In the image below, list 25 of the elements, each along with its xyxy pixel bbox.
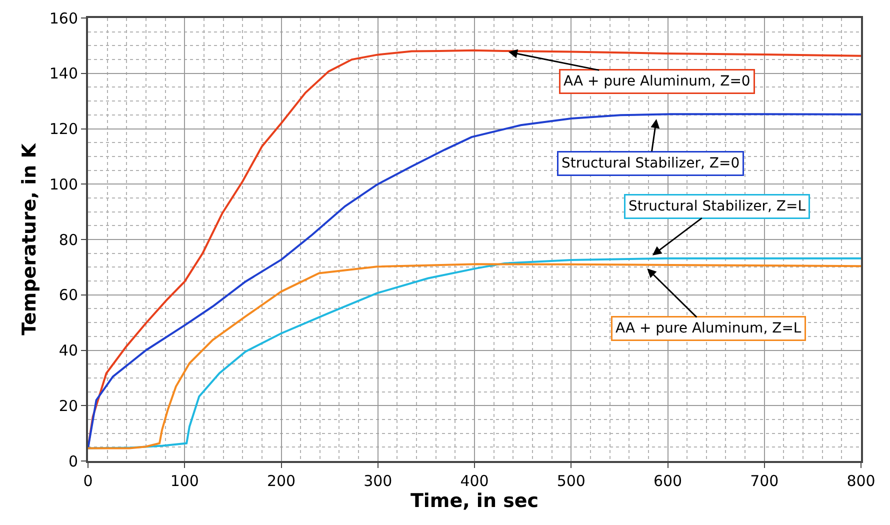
x-tick-label: 400: [460, 472, 489, 490]
x-tick-label: 100: [170, 472, 199, 490]
y-tick-label: 80: [58, 230, 78, 249]
y-axis-title: Temperature, in K: [18, 142, 41, 336]
x-tick-label: 200: [266, 472, 296, 490]
x-tick-label: 800: [846, 472, 876, 490]
y-tick-label: 0: [68, 452, 78, 470]
y-tick-label: 160: [49, 9, 78, 28]
y-tick-label: 140: [49, 64, 78, 83]
annotation: Structural Stabilizer, Z=L: [628, 198, 806, 214]
line-series: [88, 113, 861, 450]
annotation: AA + pure Aluminum, Z=0: [564, 74, 750, 90]
y-tick-label: 20: [58, 396, 78, 415]
y-tick-label: 100: [49, 175, 78, 194]
y-tick-label: 60: [58, 286, 78, 304]
x-tick-label: 700: [750, 472, 779, 490]
x-tick-label: 300: [364, 472, 392, 490]
annotation: AA + pure Aluminum, Z=L: [616, 320, 802, 336]
x-tick-label: 600: [653, 472, 682, 490]
x-axis-title: Time, in sec: [410, 490, 539, 512]
y-tick-label: 120: [49, 120, 78, 138]
y-tick-label: 40: [58, 342, 78, 360]
x-tick-label: 500: [556, 472, 586, 490]
x-tick-label: 0: [83, 472, 93, 490]
annotation: Structural Stabilizer, Z=0: [562, 156, 740, 172]
